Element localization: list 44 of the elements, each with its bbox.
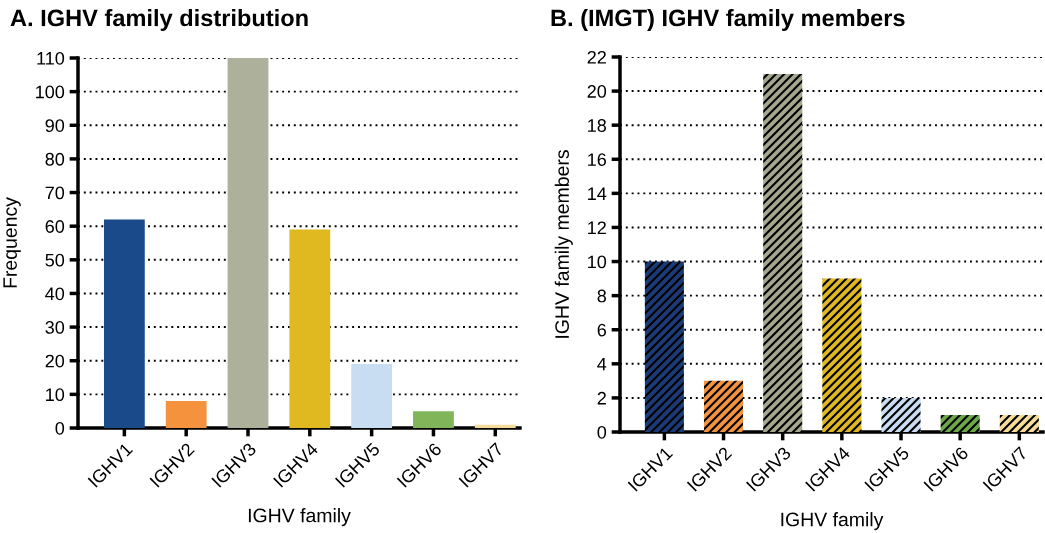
bar <box>227 58 269 428</box>
bar <box>413 411 454 428</box>
y-tick-label: 8 <box>597 289 607 303</box>
y-tick-label: 20 <box>45 354 65 368</box>
y-tick-label: 18 <box>588 119 607 132</box>
chart-title: B. (IMGT) IGHV family members <box>551 9 905 31</box>
y-tick-label: 4 <box>597 357 607 371</box>
y-tick-label: 0 <box>597 425 607 439</box>
bar <box>940 414 980 432</box>
y-tick-label: 110 <box>37 51 65 65</box>
y-tick-label: 14 <box>588 187 607 200</box>
y-tick-label: 70 <box>45 186 65 200</box>
y-tick-label: 60 <box>45 220 65 233</box>
y-tick-label: 0 <box>55 421 65 435</box>
y-tick-label: 22 <box>587 50 606 64</box>
y-tick-label: 10 <box>46 388 65 402</box>
y-tick-label: 20 <box>587 85 607 98</box>
chart-title: A. IGHV family distribution <box>10 9 308 31</box>
y-tick-label: 100 <box>36 85 65 99</box>
y-tick-label: 12 <box>588 221 606 234</box>
y-tick-label: 2 <box>597 391 606 405</box>
bar <box>474 424 516 428</box>
bar <box>763 74 803 432</box>
y-axis-title: IGHV family members <box>554 150 573 338</box>
y-tick-label: 6 <box>597 323 607 337</box>
y-tick-label: 50 <box>45 253 65 267</box>
y-tick-label: 80 <box>45 152 65 166</box>
y-axis-title: Frequency <box>3 197 21 288</box>
y-tick-label: 40 <box>45 287 65 301</box>
bar <box>165 401 207 428</box>
x-axis-title: IGHV family <box>248 508 351 527</box>
bar <box>351 364 393 428</box>
y-tick-label: 16 <box>588 153 607 166</box>
bar <box>999 414 1039 432</box>
y-tick-label: 90 <box>45 119 65 132</box>
bar <box>103 219 145 428</box>
bar <box>881 397 921 432</box>
y-tick-label: 30 <box>45 321 65 334</box>
y-tick-label: 10 <box>588 255 607 269</box>
bar <box>704 380 744 432</box>
x-axis-title: IGHV family <box>781 512 884 531</box>
bar <box>289 229 331 428</box>
bar <box>644 261 684 432</box>
bar <box>822 278 862 432</box>
